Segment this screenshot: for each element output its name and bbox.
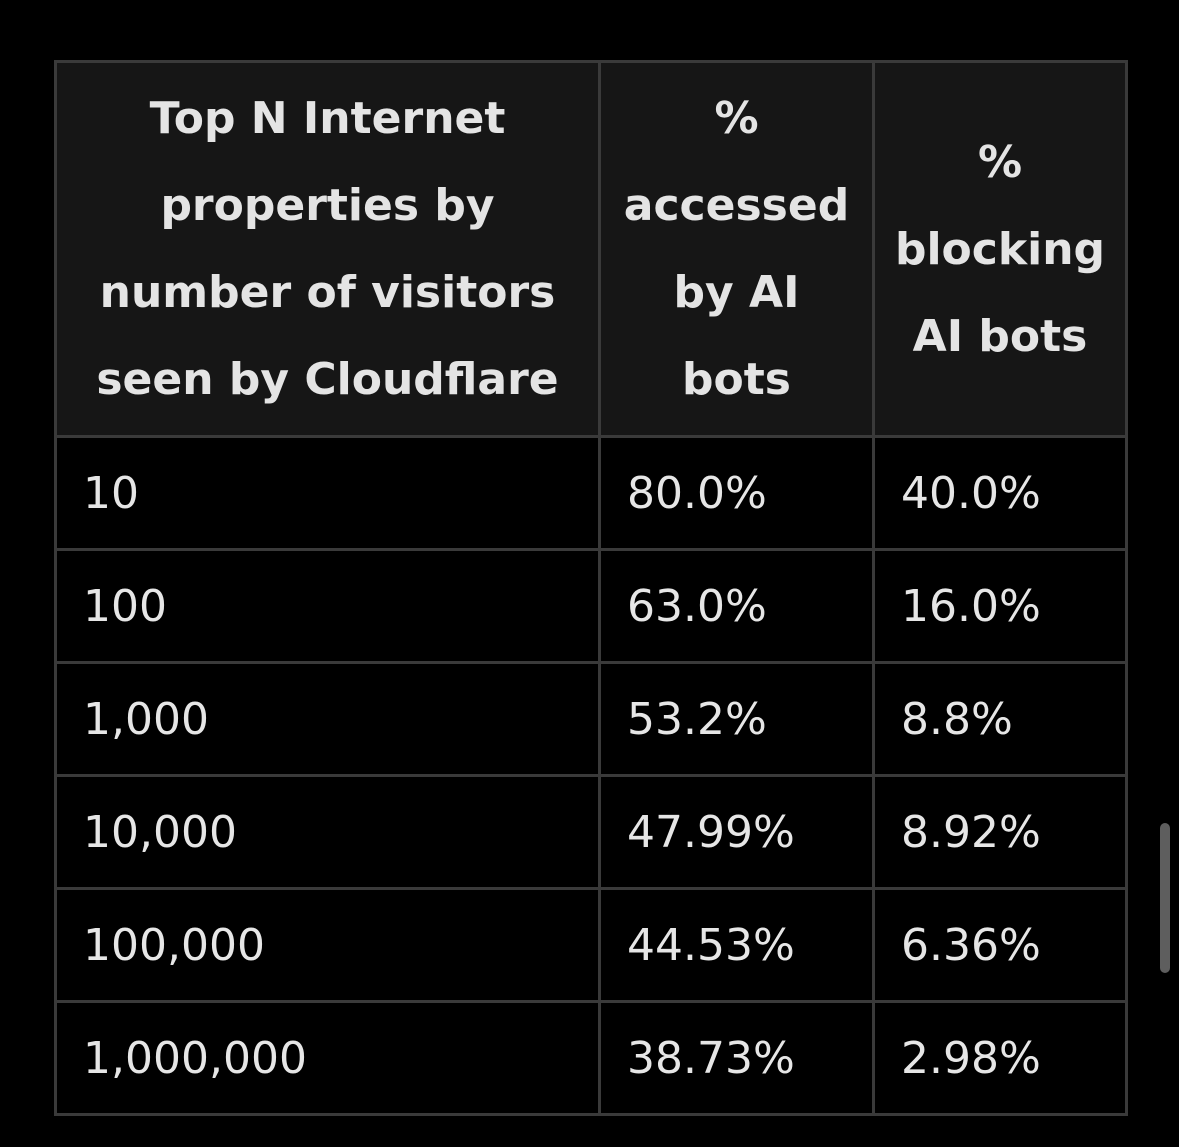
- cell-blocking-pct: 8.92%: [872, 774, 1128, 890]
- header-line: Top N Internet: [149, 93, 506, 144]
- header-line: by AI: [673, 267, 800, 318]
- table-row: 1,000 53.2% 8.8%: [54, 661, 1128, 777]
- cell-top-n: 100: [54, 548, 601, 664]
- table-row: 100,000 44.53% 6.36%: [54, 887, 1128, 1003]
- table-header-row: Top N Internet properties by number of v…: [54, 60, 1128, 438]
- cell-blocking-pct: 6.36%: [872, 887, 1128, 1003]
- data-table: Top N Internet properties by number of v…: [54, 60, 1128, 1116]
- header-line: AI bots: [912, 310, 1088, 362]
- vertical-scrollbar[interactable]: [1160, 823, 1170, 973]
- header-line: properties by: [160, 180, 495, 231]
- table-row: 10,000 47.99% 8.92%: [54, 774, 1128, 890]
- cell-top-n: 10: [54, 435, 601, 551]
- table-row: 100 63.0% 16.0%: [54, 548, 1128, 664]
- cell-accessed-pct: 47.99%: [598, 774, 875, 890]
- column-header-accessed: % accessed by AI bots: [598, 60, 875, 438]
- table-row: 1,000,000 38.73% 2.98%: [54, 1000, 1128, 1116]
- cell-blocking-pct: 8.8%: [872, 661, 1128, 777]
- data-table-container: Top N Internet properties by number of v…: [54, 60, 1128, 1116]
- cell-top-n: 1,000,000: [54, 1000, 601, 1116]
- table-row: 10 80.0% 40.0%: [54, 435, 1128, 551]
- cell-blocking-pct: 40.0%: [872, 435, 1128, 551]
- cell-accessed-pct: 38.73%: [598, 1000, 875, 1116]
- cell-accessed-pct: 44.53%: [598, 887, 875, 1003]
- header-line: %: [714, 93, 759, 144]
- header-line: number of visitors: [99, 267, 556, 318]
- column-header-top-n: Top N Internet properties by number of v…: [54, 60, 601, 438]
- cell-top-n: 100,000: [54, 887, 601, 1003]
- header-line: blocking: [894, 223, 1106, 275]
- cell-blocking-pct: 2.98%: [872, 1000, 1128, 1116]
- cell-blocking-pct: 16.0%: [872, 548, 1128, 664]
- cell-accessed-pct: 63.0%: [598, 548, 875, 664]
- header-line: seen by Cloudflare: [96, 354, 559, 405]
- header-line: %: [977, 136, 1023, 188]
- column-header-blocking: % blocking AI bots: [872, 60, 1128, 438]
- cell-accessed-pct: 53.2%: [598, 661, 875, 777]
- header-line: accessed: [623, 180, 850, 231]
- cell-top-n: 10,000: [54, 774, 601, 890]
- cell-accessed-pct: 80.0%: [598, 435, 875, 551]
- header-line: bots: [682, 354, 791, 405]
- cell-top-n: 1,000: [54, 661, 601, 777]
